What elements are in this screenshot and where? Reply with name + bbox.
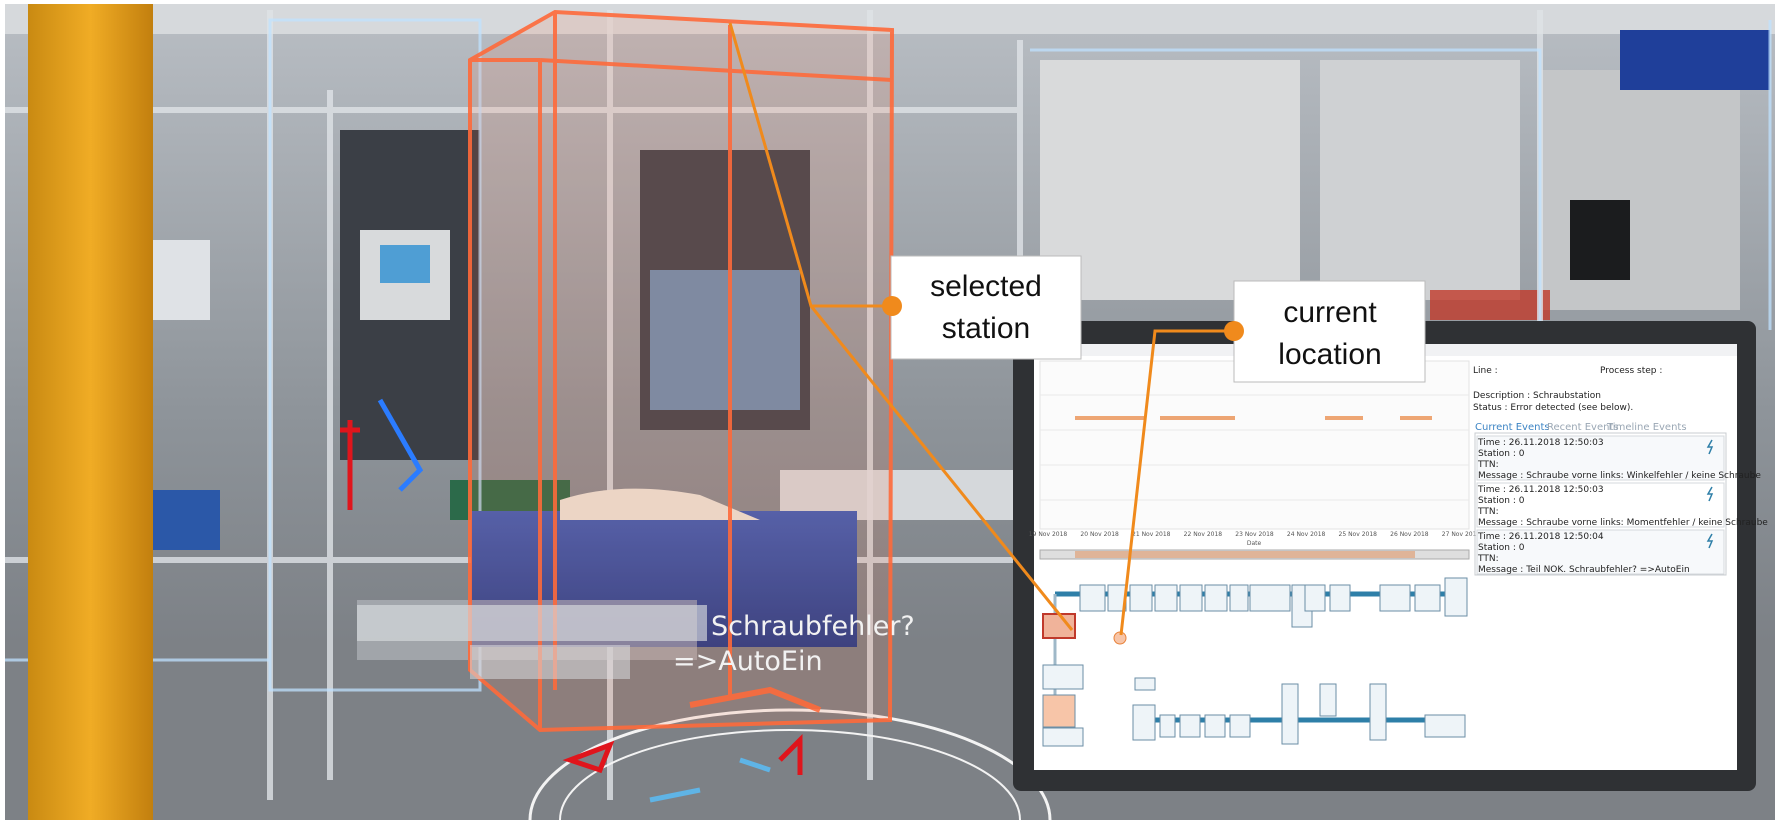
x-tick-label: 21 Nov 2018	[1132, 531, 1171, 538]
event-time: Time : 26.11.2018 12:50:03	[1477, 485, 1604, 495]
callout-text: location	[1278, 338, 1381, 371]
ar-message-line: =>AutoEin	[673, 646, 823, 677]
line-map	[1042, 577, 1468, 747]
x-tick-label: 23 Nov 2018	[1235, 531, 1274, 538]
x-tick-label: 24 Nov 2018	[1287, 531, 1326, 538]
event-ttn: TTN:	[1477, 460, 1499, 470]
x-tick-label: 27 Nov 2018	[1442, 531, 1481, 538]
event-icon	[1706, 439, 1714, 455]
event-station: Station : 0	[1478, 543, 1525, 553]
description: Description : Schraubstation	[1473, 391, 1601, 401]
tab[interactable]: Recent Events	[1547, 422, 1619, 433]
timeline-chart: Date 19 Nov 2018 20 Nov 2018 21 Nov 2018 22…	[1029, 360, 1481, 560]
line-label: Line :	[1473, 366, 1498, 376]
callout-text: current	[1283, 296, 1377, 329]
x-tick-label: 20 Nov 2018	[1080, 531, 1119, 538]
callout-lines	[728, 22, 1234, 636]
event-message: Message : Schraube vorne links: Momentfe…	[1478, 518, 1768, 528]
event-box	[1476, 482, 1725, 528]
callout-dot	[882, 296, 902, 316]
event-ttn: TTN:	[1477, 507, 1499, 517]
x-tick-label: 25 Nov 2018	[1339, 531, 1378, 538]
event-box	[1476, 529, 1725, 575]
callout-current-location: current location	[1224, 280, 1426, 383]
process-step-label: Process step :	[1600, 366, 1662, 376]
tab[interactable]: Timeline Events	[1606, 422, 1687, 433]
x-tick-label: 26 Nov 2018	[1390, 531, 1429, 538]
x-tick-label: 22 Nov 2018	[1184, 531, 1223, 538]
event-icon	[1706, 533, 1714, 549]
event-station: Station : 0	[1478, 496, 1525, 506]
event-ttn: TTN:	[1477, 554, 1499, 564]
event-time: Time : 26.11.2018 12:50:03	[1477, 438, 1604, 448]
callout-dot	[1224, 321, 1244, 341]
info-section: Line : Process step : Description : Schr…	[1473, 366, 1662, 413]
tab[interactable]: Current Events	[1475, 422, 1550, 433]
event-icon	[1706, 486, 1714, 502]
axis-title: Date	[1247, 540, 1262, 547]
event-box	[1476, 435, 1725, 481]
x-tick-label: 19 Nov 2018	[1029, 531, 1068, 538]
ar-message-line: Schraubfehler?	[711, 611, 915, 642]
status: Status : Error detected (see below).	[1473, 403, 1633, 413]
event-message: Message : Teil NOK. Schraubfehler? =>Aut…	[1478, 565, 1690, 575]
event-time: Time : 26.11.2018 12:50:04	[1477, 532, 1604, 542]
ar-message: Schraubfehler? =>AutoEin	[357, 605, 915, 679]
dashboard-window: Date 19 Nov 2018 20 Nov 2018 21 Nov 2018 22…	[1013, 321, 1768, 791]
callout-text: station	[942, 312, 1030, 345]
event-station: Station : 0	[1478, 449, 1525, 459]
event-message: Message : Schraube vorne links: Winkelfe…	[1478, 471, 1761, 481]
callout-selected-station: selected station	[882, 255, 1082, 360]
callout-text: selected	[930, 270, 1042, 303]
